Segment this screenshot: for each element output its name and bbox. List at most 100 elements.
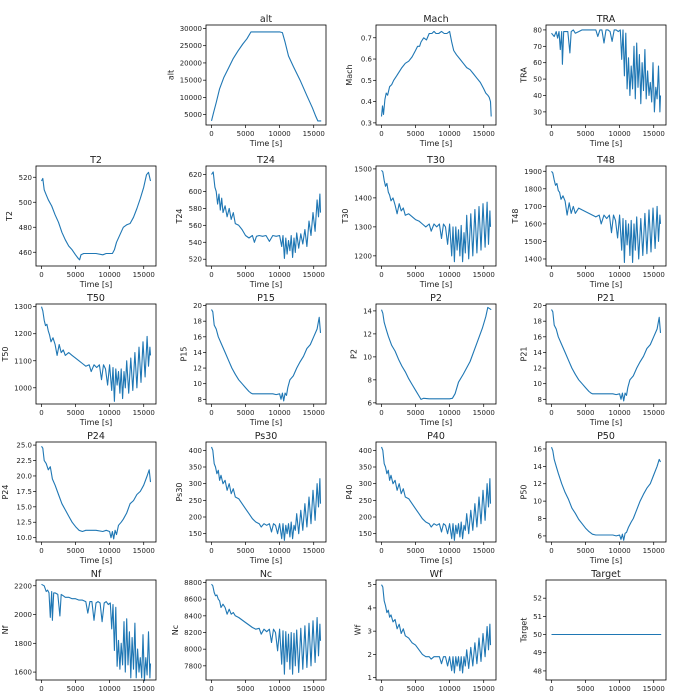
x-tick-label-nf: 5000	[67, 685, 85, 693]
plot-frame-t24	[205, 165, 327, 267]
x-tick-label-mach: 10000	[438, 130, 460, 138]
y-tick-label-t30: 1200	[354, 252, 372, 260]
y-tick-label-t2: 460	[19, 249, 32, 257]
x-tick-label-t2: 10000	[98, 271, 120, 279]
x-tick-label-nc: 10000	[268, 685, 290, 693]
y-tick-label-p15: 8	[198, 396, 202, 404]
y-tick-label-p15: 14	[193, 349, 202, 357]
y-axis-label-nf: Nf	[1, 625, 10, 634]
y-tick-label-p2: 8	[368, 376, 372, 384]
y-tick-label-wf: 3	[368, 628, 372, 636]
y-tick-label-p2: 14	[363, 307, 372, 315]
x-tick-label-nc: 0	[209, 685, 213, 693]
x-tick-label-p15: 0	[209, 409, 213, 417]
x-tick-label-alt: 15000	[303, 130, 325, 138]
chart-title-target: Target	[590, 569, 621, 580]
x-tick-label-p24: 15000	[133, 547, 155, 555]
y-axis-label-p21: P21	[519, 346, 528, 361]
y-tick-label-p24: 10.0	[16, 534, 32, 542]
y-tick-label-p40: 400	[359, 447, 372, 455]
plot-frame-wf	[375, 579, 497, 681]
chart-title-nf: Nf	[91, 569, 102, 580]
plot-frame-p24	[35, 441, 157, 543]
plot-frame-alt	[205, 24, 327, 126]
y-tick-label-wf: 4	[368, 604, 373, 612]
x-tick-label-p24: 10000	[98, 547, 120, 555]
x-tick-label-p2: 0	[379, 409, 383, 417]
y-tick-label-t2: 500	[19, 199, 32, 207]
chart-title-p15: P15	[257, 293, 275, 304]
y-tick-label-p50: 14	[533, 463, 542, 471]
x-tick-label-t48: 0	[549, 271, 553, 279]
series-line-t30	[381, 169, 492, 263]
y-tick-label-p15: 20	[193, 302, 202, 310]
series-line-t2	[41, 171, 152, 261]
y-tick-label-t50: 1000	[14, 384, 32, 392]
y-tick-label-p21: 12	[533, 365, 542, 373]
series-line-tra	[551, 29, 662, 113]
x-tick-label-nc: 15000	[303, 685, 325, 693]
x-tick-label-t24: 10000	[268, 271, 290, 279]
y-axis-label-t24: T24	[175, 208, 184, 224]
x-tick-label-p21: 0	[549, 409, 553, 417]
y-tick-label-p15: 10	[193, 380, 202, 388]
chart-title-t24: T24	[256, 155, 275, 166]
y-tick-label-alt: 25000	[180, 42, 202, 50]
x-tick-label-wf: 0	[379, 685, 383, 693]
x-tick-label-nf: 15000	[133, 685, 155, 693]
x-axis-label-t50: Time [s]	[79, 418, 113, 427]
y-tick-label-p21: 10	[533, 380, 542, 388]
x-tick-label-p15: 15000	[303, 409, 325, 417]
chart-title-t30: T30	[426, 155, 445, 166]
y-tick-label-p2: 12	[363, 330, 372, 338]
y-tick-label-p40: 300	[359, 480, 372, 488]
y-tick-label-t48: 1900	[524, 168, 542, 176]
series-line-mach	[380, 30, 492, 117]
y-tick-label-t24: 540	[189, 239, 202, 247]
y-tick-label-alt: 30000	[180, 25, 202, 33]
y-tick-label-p24: 15.0	[16, 503, 32, 511]
x-tick-label-nc: 5000	[237, 685, 255, 693]
x-tick-label-ps30: 0	[209, 547, 213, 555]
chart-title-p24: P24	[87, 431, 105, 442]
plot-frame-t30	[375, 165, 497, 267]
x-tick-label-p50: 10000	[608, 547, 630, 555]
x-tick-label-p21: 10000	[608, 409, 630, 417]
y-axis-label-nc: Nc	[171, 625, 180, 635]
y-tick-label-nc: 8000	[184, 646, 202, 654]
x-tick-label-ps30: 10000	[268, 547, 290, 555]
x-axis-label-mach: Time [s]	[419, 139, 453, 148]
x-tick-label-mach: 15000	[473, 130, 495, 138]
y-tick-label-t30: 1500	[354, 165, 372, 173]
y-tick-label-ps30: 150	[189, 530, 202, 538]
y-tick-label-t24: 600	[189, 188, 202, 196]
x-axis-label-p21: Time [s]	[589, 418, 623, 427]
x-tick-label-wf: 5000	[407, 685, 425, 693]
plot-frame-tra	[545, 24, 667, 126]
x-tick-label-t24: 5000	[237, 271, 255, 279]
y-tick-label-wf: 1	[368, 674, 372, 682]
y-tick-label-t24: 560	[189, 222, 202, 230]
x-axis-label-t24: Time [s]	[249, 280, 283, 289]
y-axis-label-p40: P40	[345, 484, 354, 499]
y-tick-label-p50: 16	[533, 445, 542, 453]
y-tick-label-p50: 6	[538, 532, 543, 540]
y-tick-label-t48: 1600	[524, 220, 542, 228]
y-tick-label-p21: 8	[538, 396, 542, 404]
y-tick-label-p2: 10	[363, 353, 372, 361]
y-tick-label-alt: 15000	[180, 77, 202, 85]
x-tick-label-p40: 0	[379, 547, 383, 555]
y-tick-label-nc: 8800	[184, 579, 202, 587]
x-tick-label-t48: 5000	[577, 271, 595, 279]
series-line-p2	[380, 306, 492, 400]
y-tick-label-t24: 520	[189, 256, 202, 264]
y-tick-label-nf: 1600	[14, 669, 32, 677]
y-tick-label-mach: 0.3	[361, 119, 372, 127]
chart-title-t48: T48	[596, 155, 615, 166]
y-tick-label-p21: 16	[533, 333, 542, 341]
y-axis-label-p2: P2	[349, 349, 358, 359]
series-line-t50	[40, 306, 152, 402]
plot-frame-t48	[545, 165, 667, 267]
y-tick-label-nc: 8600	[184, 596, 202, 604]
